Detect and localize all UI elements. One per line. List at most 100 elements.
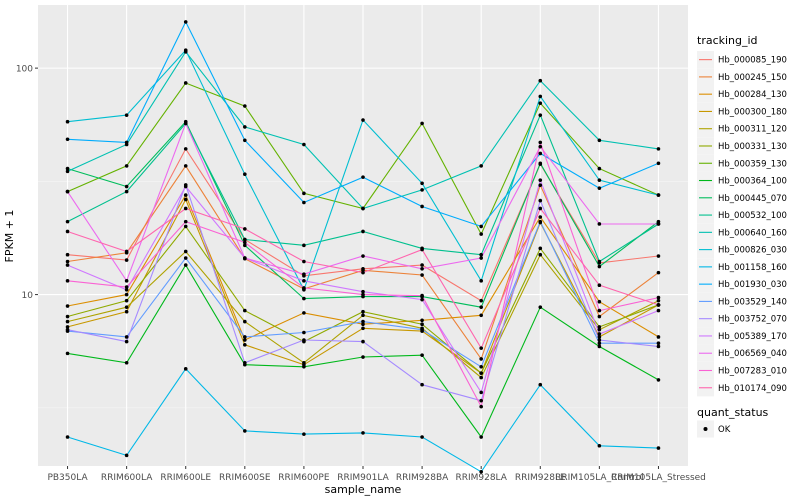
legend-label: Hb_010174_090 bbox=[718, 384, 787, 394]
data-point bbox=[479, 357, 483, 361]
data-point bbox=[656, 147, 661, 151]
data-point bbox=[479, 313, 483, 318]
data-point bbox=[361, 431, 365, 435]
data-point bbox=[183, 20, 188, 24]
data-point bbox=[420, 322, 424, 326]
legend-label: Hb_000640_160 bbox=[718, 228, 787, 238]
legend-label: Hb_000300_180 bbox=[718, 107, 787, 117]
data-point bbox=[420, 266, 424, 271]
legend-label: Hb_000364_100 bbox=[718, 177, 787, 187]
data-point bbox=[420, 293, 424, 298]
data-point bbox=[656, 344, 661, 349]
y-tick-label: 10 bbox=[22, 291, 34, 301]
legend-label: Hb_003752_070 bbox=[718, 315, 787, 325]
data-point bbox=[538, 252, 543, 257]
data-point bbox=[420, 181, 424, 186]
legend-items: Hb_000085_190 Hb_000245_150 Hb_000284_130 H… bbox=[697, 51, 787, 397]
data-point bbox=[302, 142, 306, 147]
data-point bbox=[183, 219, 188, 224]
x-tick-label: RRIM901LA bbox=[337, 473, 389, 483]
data-point bbox=[361, 313, 365, 318]
legend-label: Hb_001158_160 bbox=[718, 263, 787, 273]
data-point bbox=[479, 469, 483, 474]
data-point bbox=[479, 371, 483, 375]
data-point bbox=[302, 286, 306, 290]
legend-label: Hb_000311_120 bbox=[718, 125, 787, 135]
data-point bbox=[243, 429, 247, 433]
data-point bbox=[302, 311, 306, 315]
data-point bbox=[597, 186, 602, 190]
data-point bbox=[124, 298, 129, 303]
data-point bbox=[65, 314, 70, 319]
data-point bbox=[656, 378, 661, 382]
data-point bbox=[302, 364, 306, 369]
data-point bbox=[361, 206, 365, 211]
data-point bbox=[420, 247, 424, 252]
data-point bbox=[243, 338, 247, 342]
shape-legend-key bbox=[703, 427, 708, 431]
data-point bbox=[65, 435, 70, 439]
data-point bbox=[65, 327, 70, 332]
data-point bbox=[479, 390, 483, 395]
shape-legend-items: OK bbox=[697, 420, 731, 438]
legend-label: Hb_006569_040 bbox=[718, 349, 787, 359]
data-point bbox=[420, 353, 424, 357]
data-point bbox=[183, 249, 188, 254]
data-point bbox=[597, 332, 602, 336]
legend: tracking_id Hb_000085_190Hb_000245_150Hb… bbox=[697, 34, 787, 438]
data-point bbox=[361, 326, 365, 331]
data-point bbox=[65, 166, 70, 171]
data-point bbox=[183, 184, 188, 189]
data-point bbox=[479, 346, 483, 350]
legend-label: Hb_000445_070 bbox=[718, 194, 787, 204]
data-point bbox=[420, 318, 424, 323]
legend-label: Hb_000245_150 bbox=[718, 73, 787, 83]
x-tick-label: RRIM928BA bbox=[396, 473, 449, 483]
x-tick-label: PB350LA bbox=[47, 473, 88, 483]
data-point bbox=[361, 309, 365, 314]
data-point bbox=[183, 121, 188, 126]
data-point bbox=[243, 125, 247, 129]
data-point bbox=[538, 151, 543, 156]
data-point bbox=[124, 258, 129, 262]
data-point bbox=[65, 169, 70, 174]
data-point bbox=[479, 256, 483, 260]
x-tick-label: RRIM928LA bbox=[455, 473, 507, 483]
data-point bbox=[124, 292, 129, 297]
data-point bbox=[361, 319, 365, 324]
data-point bbox=[183, 197, 188, 202]
data-point bbox=[656, 298, 661, 303]
data-point bbox=[124, 335, 129, 339]
x-tick-label: RRIM928LE bbox=[515, 473, 566, 483]
legend-label: Hb_000532_100 bbox=[718, 211, 787, 221]
legend-label: Hb_000284_130 bbox=[718, 90, 787, 100]
data-point bbox=[124, 287, 129, 292]
data-point bbox=[124, 249, 129, 254]
data-point bbox=[243, 335, 247, 339]
data-point bbox=[65, 263, 70, 267]
data-point bbox=[243, 240, 247, 245]
x-axis-title: sample_name bbox=[325, 483, 402, 496]
data-point bbox=[302, 243, 306, 248]
data-point bbox=[538, 206, 543, 211]
data-point bbox=[65, 259, 70, 264]
data-point bbox=[243, 319, 247, 324]
data-point bbox=[479, 252, 483, 257]
x-tick-label: RRIM600PE bbox=[278, 473, 330, 483]
data-point bbox=[183, 224, 188, 229]
data-point bbox=[65, 137, 70, 142]
shape-legend-title: quant_status bbox=[697, 406, 769, 419]
data-point bbox=[538, 246, 543, 251]
data-point bbox=[183, 48, 188, 52]
data-point bbox=[361, 355, 365, 359]
data-point bbox=[597, 338, 602, 342]
data-point bbox=[361, 254, 365, 258]
data-point bbox=[65, 252, 70, 257]
data-point bbox=[183, 81, 188, 85]
data-point bbox=[124, 285, 129, 289]
y-axis: 10 100 bbox=[16, 65, 38, 301]
data-point bbox=[597, 259, 602, 264]
x-axis: PB350LA RRIM600LA RRIM600LE RRIM600SE RRIM60… bbox=[47, 466, 706, 483]
data-point bbox=[656, 341, 661, 345]
